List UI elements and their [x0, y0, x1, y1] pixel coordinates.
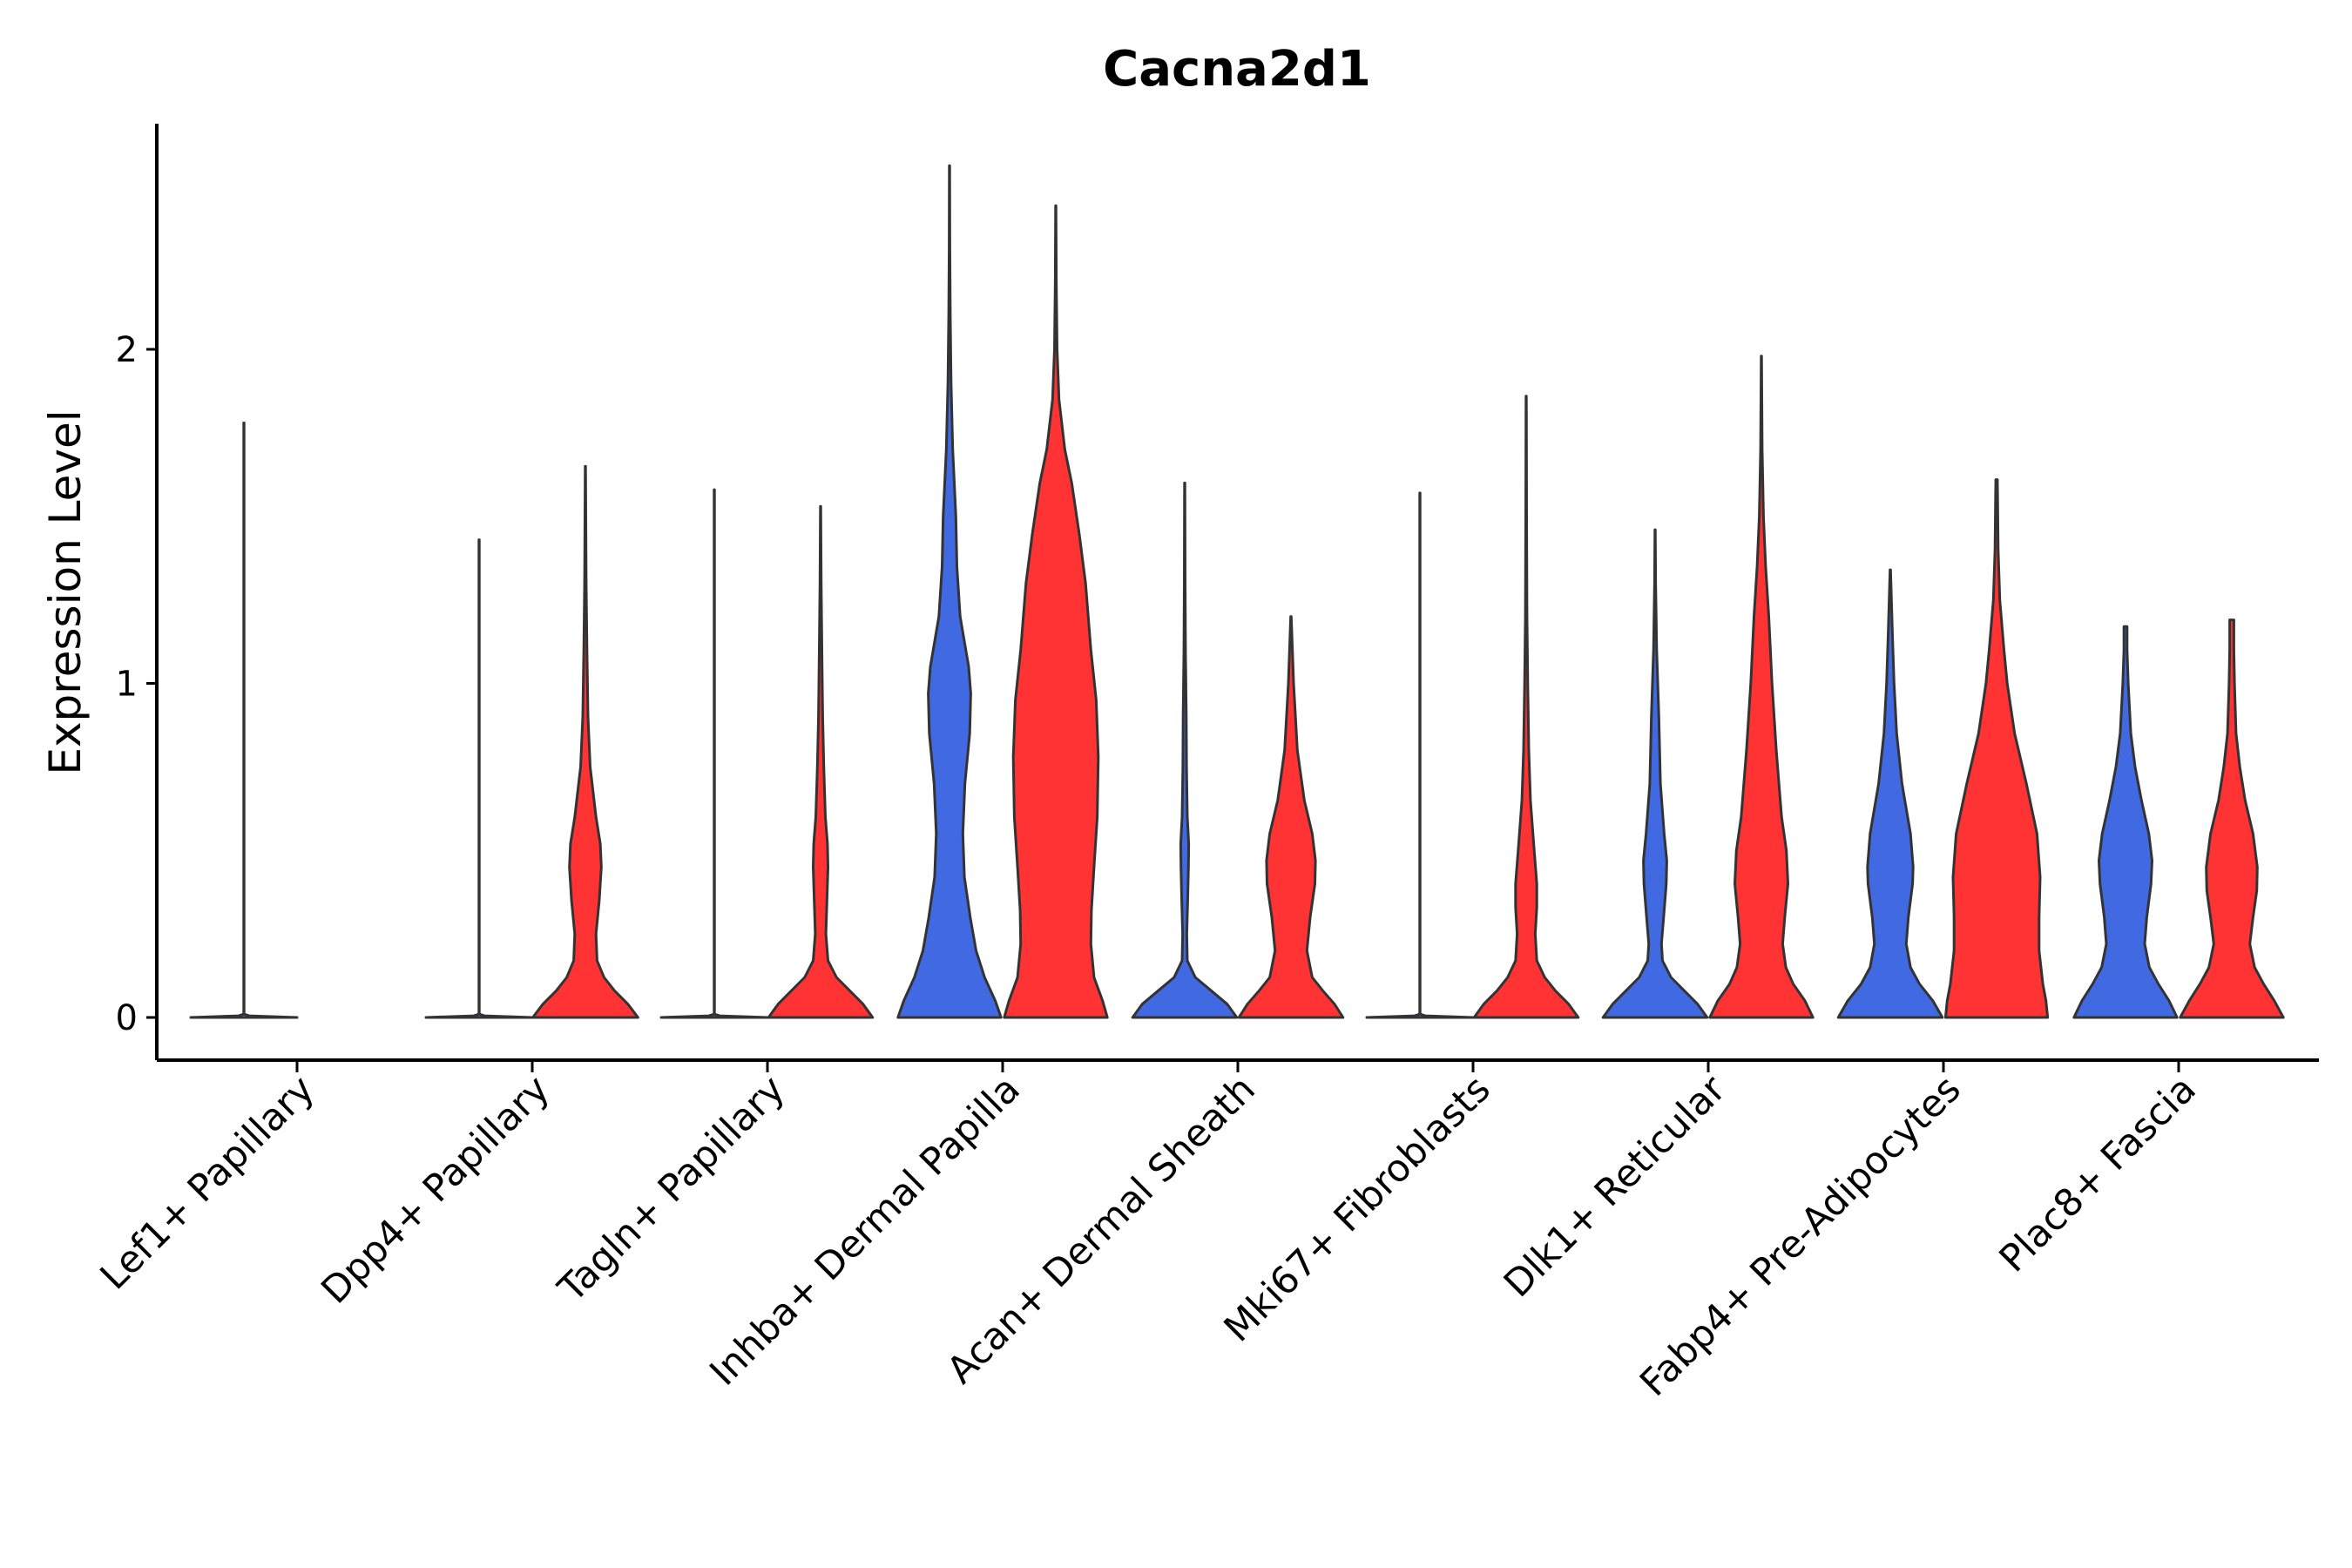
- violin-group_b-9: [2179, 618, 2285, 1019]
- violin-group_b-4: [1003, 204, 1109, 1019]
- violin-group_a-8: [1836, 568, 1944, 1019]
- x-tick-label: Tagln+ Papillary: [550, 1067, 794, 1311]
- y-tick-label: 2: [116, 330, 138, 370]
- violin-group_a-3: [659, 488, 769, 1019]
- x-tick-label: Mki67+ Fibroblasts: [1216, 1067, 1499, 1350]
- violin-group_a-7: [1601, 528, 1709, 1019]
- y-axis-ticks: 0 1 2: [116, 330, 157, 1038]
- violin-group_b-6: [1472, 395, 1580, 1019]
- violin-group_b-7: [1708, 355, 1815, 1019]
- y-tick-label: 0: [116, 998, 138, 1038]
- violin-group_a-9: [2072, 625, 2179, 1019]
- violin-group_a-5: [1131, 481, 1239, 1019]
- violin-layer: [189, 164, 2285, 1019]
- violin-group_a-6: [1365, 491, 1475, 1019]
- violin-group_b-3: [767, 504, 875, 1019]
- x-tick-label: Lef1+ Papillary: [92, 1067, 323, 1298]
- x-tick-label: Plac8+ Fascia: [1991, 1067, 2205, 1281]
- violin-group_b-8: [1943, 478, 2050, 1019]
- violin-group_a-2: [424, 538, 534, 1019]
- x-tick-label: Dpp4+ Papillary: [314, 1067, 558, 1312]
- violin-group_a-4: [896, 164, 1003, 1019]
- violin-group_a-1: [189, 421, 299, 1019]
- chart-title: Cacna2d1: [1103, 41, 1371, 98]
- y-tick-label: 1: [116, 665, 138, 705]
- violin-group_b-2: [531, 464, 639, 1019]
- violin-group_b-5: [1237, 615, 1345, 1019]
- x-tick-label: Dlk1+ Reticular: [1496, 1067, 1734, 1306]
- y-axis-label: Expression Level: [40, 409, 91, 774]
